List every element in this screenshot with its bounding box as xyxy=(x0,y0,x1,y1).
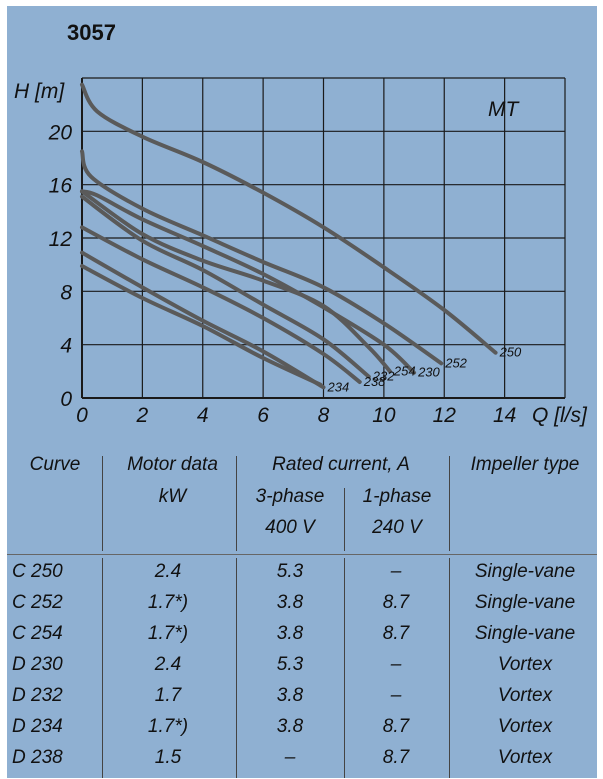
curve-label-252: 252 xyxy=(444,355,467,370)
cell-kw: 1.7*) xyxy=(147,623,189,644)
header-motor-data: Motor data xyxy=(127,454,218,475)
cell-3-phase: 5.3 xyxy=(276,654,304,675)
cell-curve: C 250 xyxy=(12,561,63,582)
cell-curve: D 232 xyxy=(12,685,63,706)
header-divider-1 xyxy=(102,456,103,551)
table-row: D 232 1.7 3.8 – Vortex xyxy=(0,685,603,717)
body-divider-3 xyxy=(344,558,345,778)
table-row: C 250 2.4 5.3 – Single-vane xyxy=(0,561,603,593)
y-tick-label: 12 xyxy=(49,228,73,251)
header-3-phase: 3-phase xyxy=(255,486,325,507)
y-tick-label: 0 xyxy=(60,388,72,411)
table-row: C 252 1.7*) 3.8 8.7 Single-vane xyxy=(0,592,603,624)
curve-238 xyxy=(80,225,362,384)
cell-kw: 1.5 xyxy=(154,747,182,768)
pump-curve-chart: 0 4 8 12 16 20 0 2 4 6 8 10 12 14 H [m] Q [l/s] MT 250 252… xyxy=(14,77,588,427)
cell-1-phase: – xyxy=(390,561,402,582)
grid xyxy=(81,77,566,399)
body-divider-1 xyxy=(102,558,103,778)
cell-kw: 1.7 xyxy=(154,685,182,706)
header-motor-kw: kW xyxy=(158,486,187,507)
body-divider-4 xyxy=(449,558,450,778)
cell-impeller: Vortex xyxy=(497,685,553,706)
cell-kw: 1.7*) xyxy=(147,592,189,613)
curve-label-238: 238 xyxy=(363,374,386,389)
x-tick-label: 0 xyxy=(76,404,88,427)
curve-254 xyxy=(80,189,392,374)
header-curve: Curve xyxy=(29,454,81,475)
curve-250 xyxy=(80,82,498,355)
cell-kw: 1.7*) xyxy=(147,716,189,737)
header-rated-current: Rated current, A xyxy=(272,454,410,475)
y-tick-label: 8 xyxy=(60,281,72,304)
table-row: D 230 2.4 5.3 – Vortex xyxy=(0,654,603,686)
curve-label-230: 230 xyxy=(417,365,440,380)
cell-curve: D 238 xyxy=(12,747,63,768)
table-row: C 254 1.7*) 3.8 8.7 Single-vane xyxy=(0,623,603,655)
curve-234 xyxy=(80,250,326,390)
table-row: D 238 1.5 – 8.7 Vortex xyxy=(0,747,603,779)
curve-label-234: 234 xyxy=(327,379,350,394)
x-tick-label: 12 xyxy=(433,404,457,427)
header-bottom-rule xyxy=(7,554,597,555)
header-impeller-type: Impeller type xyxy=(470,454,580,475)
header-1-phase-voltage: 240 V xyxy=(372,517,422,538)
x-tick-label: 8 xyxy=(318,404,330,427)
cell-3-phase: 3.8 xyxy=(276,685,304,706)
header-divider-4 xyxy=(449,456,450,551)
cell-kw: 2.4 xyxy=(154,561,182,582)
y-tick-label: 20 xyxy=(48,121,73,144)
y-tick-label: 4 xyxy=(60,335,72,358)
header-divider-3 xyxy=(344,488,345,551)
series-label: MT xyxy=(488,98,520,121)
chart-panel xyxy=(7,6,597,778)
cell-1-phase: 8.7 xyxy=(382,716,410,737)
cell-impeller: Vortex xyxy=(497,716,553,737)
x-axis-label: Q [l/s] xyxy=(532,404,588,427)
cell-impeller: Single-vane xyxy=(474,623,576,644)
labels: 0 4 8 12 16 20 0 2 4 6 8 10 12 14 H [m] Q [l/s] MT 250 252… xyxy=(14,80,588,427)
cell-curve: C 252 xyxy=(12,592,63,613)
curve-232 xyxy=(80,194,371,379)
curve-label-254: 254 xyxy=(393,363,416,378)
cell-3-phase: – xyxy=(284,747,296,768)
cell-1-phase: 8.7 xyxy=(382,747,410,768)
body-divider-2 xyxy=(236,558,237,778)
x-tick-label: 14 xyxy=(493,404,516,427)
cell-1-phase: – xyxy=(390,685,402,706)
cell-impeller: Vortex xyxy=(497,654,553,675)
cell-curve: D 230 xyxy=(12,654,63,675)
cell-kw: 2.4 xyxy=(154,654,182,675)
curve-230 xyxy=(80,189,417,375)
y-tick-label: 16 xyxy=(49,175,73,198)
chart-title: 3057 xyxy=(67,20,116,45)
curve-label-232: 232 xyxy=(372,369,395,384)
y-axis-label: H [m] xyxy=(14,80,65,103)
cell-1-phase: – xyxy=(390,654,402,675)
cell-curve: C 254 xyxy=(12,623,63,644)
cell-3-phase: 3.8 xyxy=(276,623,304,644)
header-3-phase-voltage: 400 V xyxy=(265,517,315,538)
cell-3-phase: 3.8 xyxy=(276,716,304,737)
x-tick-label: 2 xyxy=(136,404,149,427)
curve-unlabeled xyxy=(80,264,323,387)
x-tick-label: 6 xyxy=(257,404,269,427)
curve-label-250: 250 xyxy=(499,345,522,360)
cell-1-phase: 8.7 xyxy=(382,592,410,613)
header-divider-2 xyxy=(236,456,237,551)
cell-impeller: Single-vane xyxy=(474,561,576,582)
x-tick-label: 4 xyxy=(197,404,209,427)
cell-curve: D 234 xyxy=(12,716,63,737)
curve-252 xyxy=(80,149,444,366)
header-1-phase: 1-phase xyxy=(362,486,432,507)
curves xyxy=(80,82,498,390)
cell-1-phase: 8.7 xyxy=(382,623,410,644)
cell-3-phase: 5.3 xyxy=(276,561,304,582)
table-row: D 234 1.7*) 3.8 8.7 Vortex xyxy=(0,716,603,748)
cell-impeller: Single-vane xyxy=(474,592,576,613)
x-tick-label: 10 xyxy=(372,404,396,427)
cell-impeller: Vortex xyxy=(497,747,553,768)
cell-3-phase: 3.8 xyxy=(276,592,304,613)
